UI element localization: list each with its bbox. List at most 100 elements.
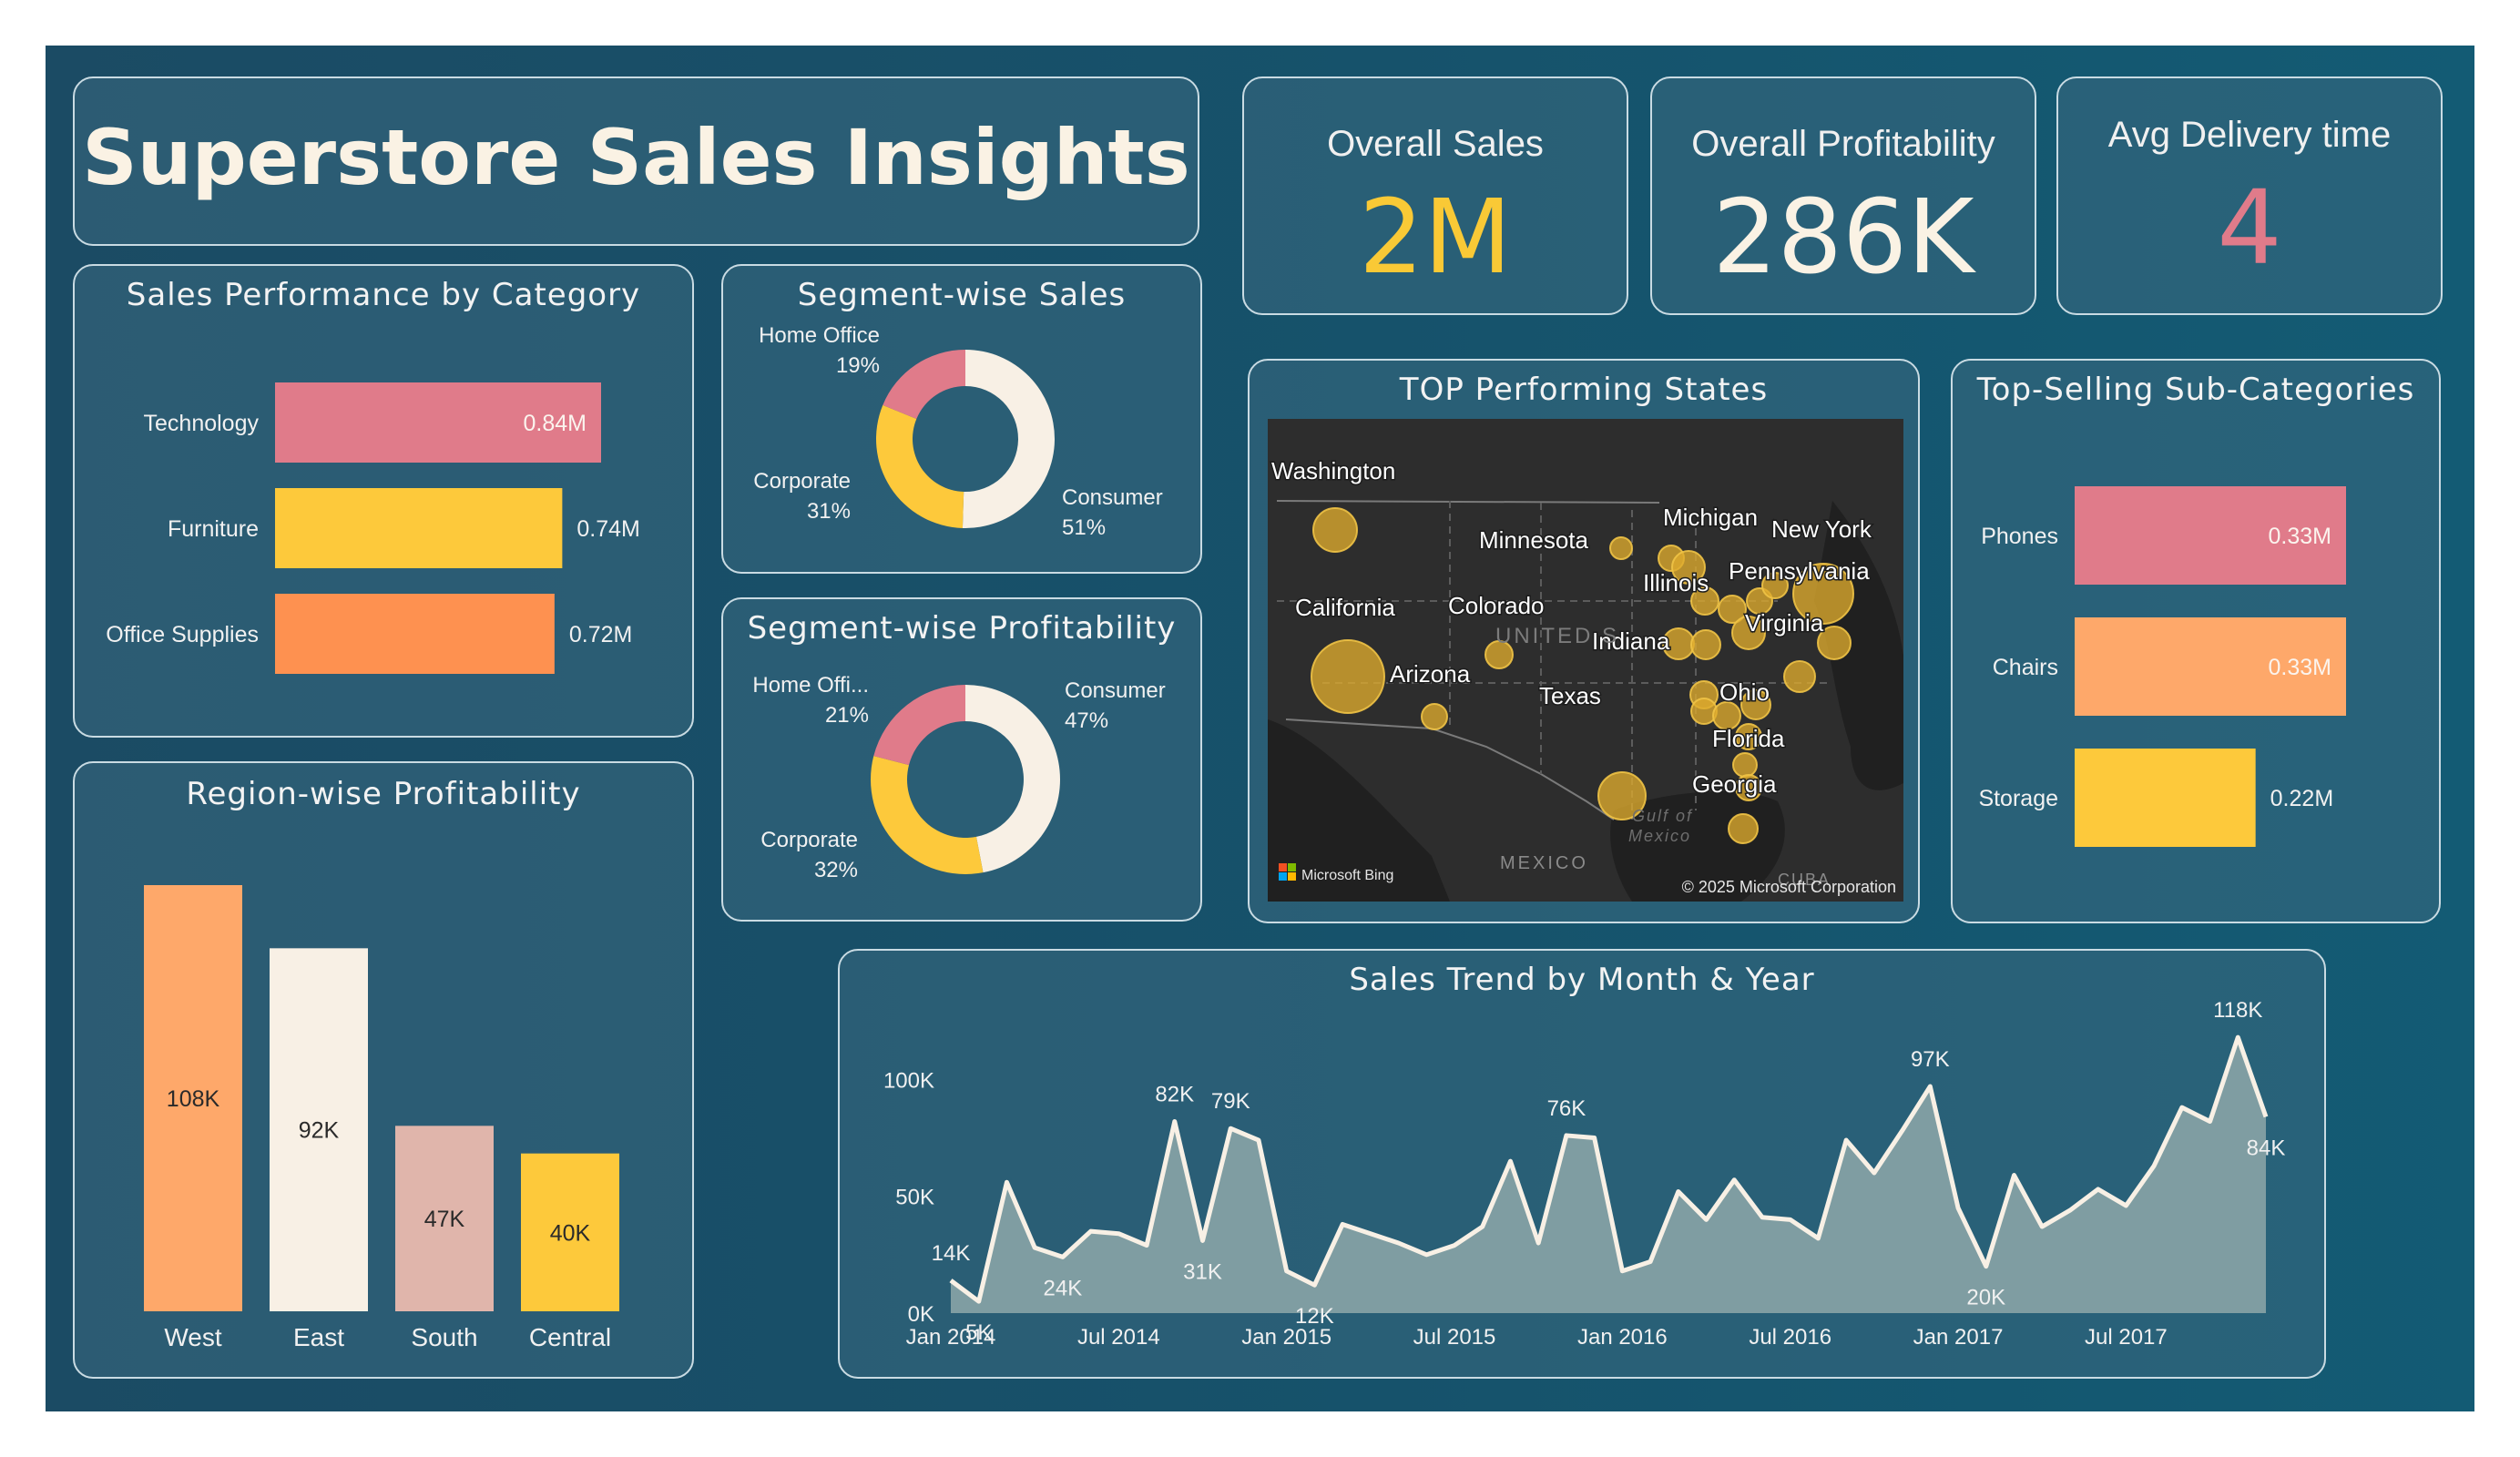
map-copyright: © 2025 Microsoft Corporation [1682,878,1896,896]
chart-title: Top-Selling Sub-Categories [1976,372,2415,408]
y-tick-label: 50K [895,1186,934,1210]
state-label: California [1295,594,1395,621]
data-label: 5K [965,1320,992,1345]
kpi-label: Overall Profitability [1691,124,1995,164]
trend-chart: 0K 50K 100K Jan 2014 Jul 2014 Jan 2015 Jul 201… [883,998,2286,1350]
region-chart-panel[interactable]: Region-wise Profitability 108K West 92K Eas… [73,761,694,1379]
water-label: Mexico [1628,827,1691,845]
segment-label: Consumer [1065,678,1166,703]
x-tick-label: Jan 2017 [1913,1325,2004,1350]
kpi-card-overall-sales[interactable]: Overall Sales 2M [1242,76,1628,315]
state-bubble [1728,813,1759,844]
us-map[interactable]: Washington Minnesota Michigan New York Penns… [1268,419,1903,902]
bar-technology [275,382,601,463]
state-bubble [1735,723,1762,750]
state-label: Texas [1539,682,1601,709]
data-label: 24K [1044,1276,1083,1300]
title-panel: Superstore Sales Insights [73,76,1199,246]
state-label: Georgia [1692,770,1777,798]
category-label: Phones [1981,524,2058,549]
bar-south [395,1126,494,1311]
dashboard-title: Superstore Sales Insights [82,113,1190,202]
state-bubble [1731,616,1766,650]
map-panel[interactable]: TOP Performing States Washington Minnesot… [1248,359,1920,923]
state-bubble [1597,771,1647,820]
category-label: Central [529,1323,611,1351]
chart-title: Sales Trend by Month & Year [1349,962,1815,998]
slice-consumer [965,685,1060,873]
data-label: 84K [2247,1136,2286,1160]
water-label: Gulf of [1632,807,1693,825]
data-label: 92K [299,1118,340,1144]
country-label: MEXICO [1500,853,1588,873]
country-label: UNITED S [1495,624,1619,648]
data-label: 82K [1155,1083,1194,1107]
kpi-card-overall-profitability[interactable]: Overall Profitability 286K [1650,76,2036,315]
state-label: Michigan [1663,504,1758,531]
category-label: West [164,1323,221,1351]
segment-label: Corporate [753,469,851,494]
segment-percent: 51% [1062,515,1106,540]
border-line [1276,500,1660,504]
category-label: East [293,1323,344,1351]
segment-label: Home Office [759,323,880,348]
category-chart-panel[interactable]: Sales Performance by Category Technology… [73,264,694,738]
segment-profit-panel[interactable]: Segment-wise Profitability Consumer 47% Co… [721,597,1202,922]
logo-square [1279,863,1287,871]
state-label: Florida [1712,725,1785,752]
state-label: Illinois [1643,569,1709,596]
chart-title: Segment-wise Sales [797,277,1127,313]
x-tick-label: Jul 2017 [2085,1325,2168,1350]
state-label: Ohio [1719,678,1770,706]
state-label: Pennsylvania [1729,557,1870,585]
trend-chart-panel[interactable]: Sales Trend by Month & Year 0K 50K 100K Jan… [838,949,2326,1379]
subcat-chart-panel[interactable]: Top-Selling Sub-Categories Phones 0.33M Ch… [1951,359,2441,923]
logo-square [1288,872,1296,881]
data-label: 79K [1211,1089,1250,1114]
trend-line [949,1034,2269,1304]
segment-profit-chart: Consumer 47% Corporate 32% Home Offi... 21% [752,673,1166,882]
data-label: 0.22M [2270,786,2333,811]
data-label: 0.84M [524,411,587,436]
logo-square [1279,872,1287,881]
x-tick-label: Jan 2014 [906,1325,996,1350]
category-label: Office Supplies [106,622,259,647]
slice-home-office [883,350,965,420]
bar-east [270,948,368,1311]
kpi-card-avg-delivery-time[interactable]: Avg Delivery time 4 [2056,76,2443,315]
kpi-value: 4 [2217,169,2282,288]
chart-title: TOP Performing States [1399,372,1769,408]
state-bubble [1671,550,1706,585]
segment-percent: 47% [1065,708,1108,733]
category-label: Storage [1978,786,2058,811]
slice-home-offi- [873,685,965,766]
country-label: CUBA [1778,871,1831,889]
segment-percent: 32% [814,858,858,882]
bar-west [144,885,242,1311]
x-tick-label: Jul 2016 [1749,1325,1831,1350]
category-label: South [411,1323,477,1351]
chart-title: Region-wise Profitability [186,776,581,812]
slice-corporate [871,756,984,874]
segment-sales-panel[interactable]: Segment-wise Sales Consumer 51% Corporate 3… [721,264,1202,574]
state-label: Washington [1271,457,1395,484]
kpi-label: Overall Sales [1327,124,1544,164]
state-label: Arizona [1390,660,1471,688]
data-label: 97K [1911,1047,1950,1072]
state-label: Minnesota [1479,526,1588,554]
slice-corporate [876,404,964,528]
state-bubble [1817,626,1852,660]
state-label: Indiana [1592,627,1670,655]
state-bubble [1690,629,1721,660]
data-label: 118K [2213,998,2262,1023]
category-label: Technology [144,411,260,436]
x-tick-label: Jan 2016 [1577,1325,1668,1350]
segment-percent: 31% [807,499,851,524]
region-chart: 108K West 92K East 47K South 40K Central [144,885,619,1351]
state-bubble [1421,703,1448,730]
data-label: 0.72M [569,622,632,647]
state-bubble [1609,536,1633,560]
data-label: 31K [1183,1259,1222,1284]
category-label: Furniture [168,516,259,542]
